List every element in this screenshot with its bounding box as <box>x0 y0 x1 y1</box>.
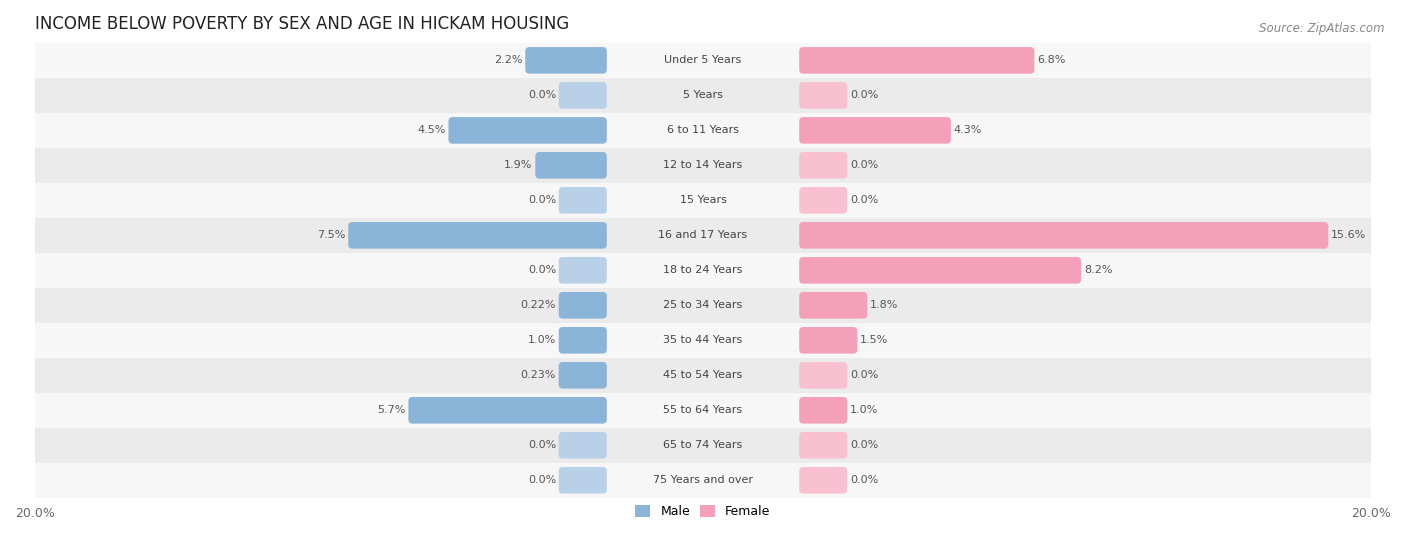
Text: 18 to 24 Years: 18 to 24 Years <box>664 266 742 276</box>
Bar <box>35 183 1371 218</box>
Text: 55 to 64 Years: 55 to 64 Years <box>664 405 742 415</box>
FancyBboxPatch shape <box>799 257 1081 283</box>
Text: 1.0%: 1.0% <box>527 335 555 345</box>
FancyBboxPatch shape <box>799 327 858 354</box>
Text: 0.0%: 0.0% <box>851 91 879 101</box>
FancyBboxPatch shape <box>799 397 848 424</box>
Text: 8.2%: 8.2% <box>1084 266 1112 276</box>
Bar <box>35 253 1371 288</box>
Text: 12 to 14 Years: 12 to 14 Years <box>664 160 742 170</box>
FancyBboxPatch shape <box>558 257 607 283</box>
Text: INCOME BELOW POVERTY BY SEX AND AGE IN HICKAM HOUSING: INCOME BELOW POVERTY BY SEX AND AGE IN H… <box>35 15 569 33</box>
Text: 4.5%: 4.5% <box>418 125 446 135</box>
FancyBboxPatch shape <box>536 152 607 179</box>
Text: 75 Years and over: 75 Years and over <box>652 475 754 485</box>
Text: 45 to 54 Years: 45 to 54 Years <box>664 370 742 380</box>
FancyBboxPatch shape <box>799 187 848 214</box>
Text: 15 Years: 15 Years <box>679 195 727 205</box>
Bar <box>35 393 1371 428</box>
Text: 65 to 74 Years: 65 to 74 Years <box>664 440 742 451</box>
FancyBboxPatch shape <box>799 222 1329 249</box>
FancyBboxPatch shape <box>349 222 607 249</box>
Text: 0.0%: 0.0% <box>851 370 879 380</box>
Text: 15.6%: 15.6% <box>1331 230 1367 240</box>
Text: 1.5%: 1.5% <box>860 335 889 345</box>
FancyBboxPatch shape <box>799 432 848 458</box>
Text: 1.8%: 1.8% <box>870 300 898 310</box>
Bar <box>35 113 1371 148</box>
FancyBboxPatch shape <box>799 152 848 179</box>
Text: 0.0%: 0.0% <box>527 91 555 101</box>
Text: 16 and 17 Years: 16 and 17 Years <box>658 230 748 240</box>
Text: 6.8%: 6.8% <box>1038 55 1066 65</box>
FancyBboxPatch shape <box>799 117 950 144</box>
FancyBboxPatch shape <box>799 467 848 494</box>
Text: 0.0%: 0.0% <box>527 266 555 276</box>
Text: 1.0%: 1.0% <box>851 405 879 415</box>
Bar <box>35 43 1371 78</box>
Bar <box>35 218 1371 253</box>
FancyBboxPatch shape <box>799 82 848 108</box>
Text: 4.3%: 4.3% <box>953 125 981 135</box>
Text: 0.0%: 0.0% <box>527 440 555 451</box>
Legend: Male, Female: Male, Female <box>630 500 776 523</box>
FancyBboxPatch shape <box>526 47 607 74</box>
Text: 35 to 44 Years: 35 to 44 Years <box>664 335 742 345</box>
Text: 1.9%: 1.9% <box>505 160 533 170</box>
FancyBboxPatch shape <box>558 362 607 389</box>
Bar <box>35 323 1371 358</box>
Bar <box>35 148 1371 183</box>
FancyBboxPatch shape <box>558 432 607 458</box>
FancyBboxPatch shape <box>799 362 848 389</box>
Text: 7.5%: 7.5% <box>318 230 346 240</box>
Text: Source: ZipAtlas.com: Source: ZipAtlas.com <box>1260 22 1385 35</box>
Bar <box>35 463 1371 498</box>
Text: 0.0%: 0.0% <box>527 195 555 205</box>
FancyBboxPatch shape <box>449 117 607 144</box>
Text: 0.0%: 0.0% <box>851 440 879 451</box>
Text: 0.0%: 0.0% <box>851 195 879 205</box>
Text: 2.2%: 2.2% <box>494 55 523 65</box>
Text: 25 to 34 Years: 25 to 34 Years <box>664 300 742 310</box>
FancyBboxPatch shape <box>558 327 607 354</box>
Bar <box>35 288 1371 323</box>
Bar <box>35 428 1371 463</box>
FancyBboxPatch shape <box>799 292 868 319</box>
Text: Under 5 Years: Under 5 Years <box>665 55 741 65</box>
FancyBboxPatch shape <box>558 187 607 214</box>
Text: 0.0%: 0.0% <box>851 475 879 485</box>
Text: 6 to 11 Years: 6 to 11 Years <box>666 125 740 135</box>
Text: 5.7%: 5.7% <box>377 405 406 415</box>
FancyBboxPatch shape <box>558 292 607 319</box>
FancyBboxPatch shape <box>558 82 607 108</box>
FancyBboxPatch shape <box>558 467 607 494</box>
Bar <box>35 78 1371 113</box>
Text: 5 Years: 5 Years <box>683 91 723 101</box>
Text: 0.22%: 0.22% <box>520 300 555 310</box>
FancyBboxPatch shape <box>799 47 1035 74</box>
Text: 0.23%: 0.23% <box>520 370 555 380</box>
Text: 0.0%: 0.0% <box>527 475 555 485</box>
Text: 0.0%: 0.0% <box>851 160 879 170</box>
Bar <box>35 358 1371 393</box>
FancyBboxPatch shape <box>408 397 607 424</box>
